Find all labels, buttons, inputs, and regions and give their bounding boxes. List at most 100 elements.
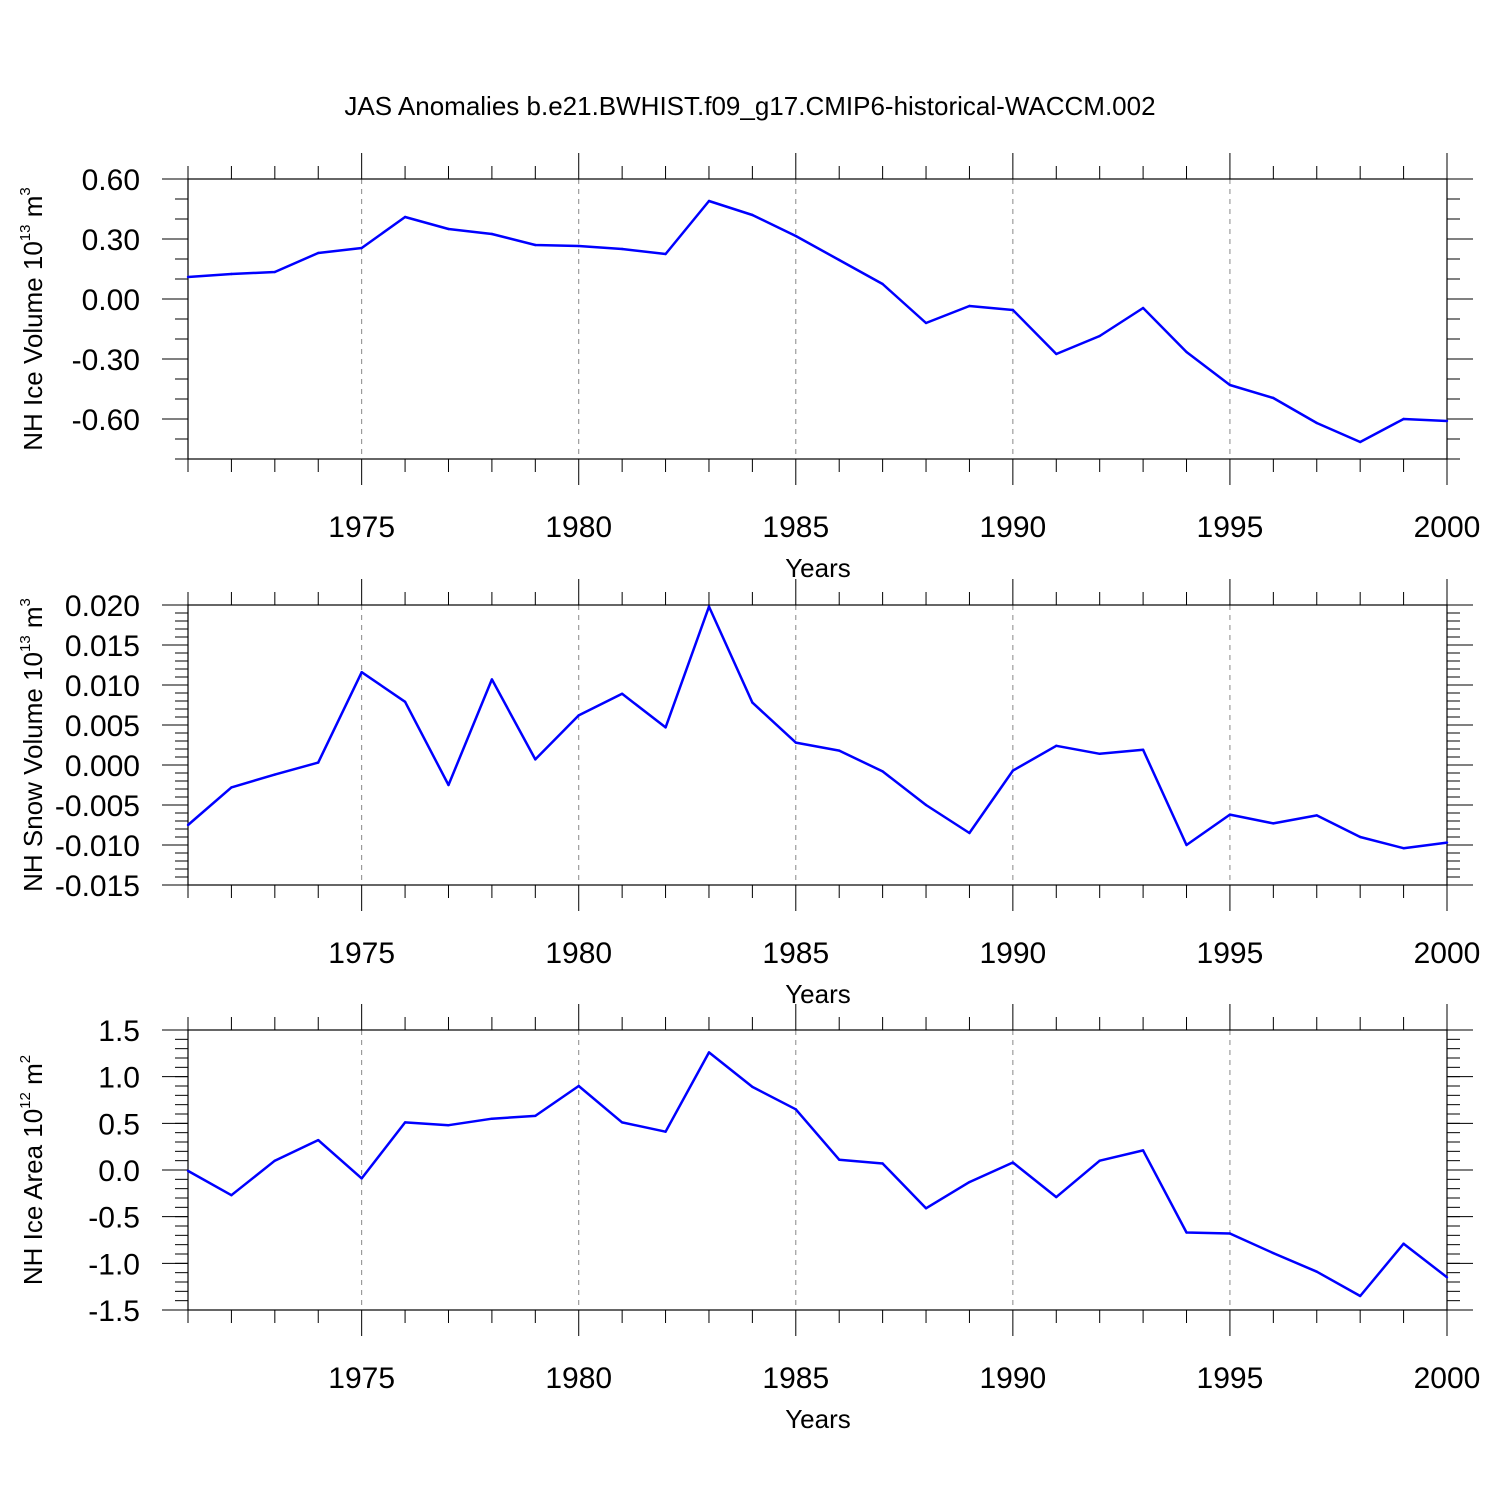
y-tick-label: -0.5 [88,1202,140,1235]
data-point [403,215,407,219]
data-point [838,1158,841,1161]
x-tick-label: 1995 [1197,511,1264,544]
data-point [1011,769,1015,772]
data-point [1315,814,1318,817]
data-point [186,275,190,279]
y-axis-label: NH Ice Volume 1013 m3 [17,187,48,450]
data-point [273,773,277,776]
data-point [968,304,971,308]
data-point [620,247,624,251]
data-point [794,1108,797,1111]
y-tick-label: -0.005 [55,790,140,823]
data-point [577,714,580,717]
y-tick-label: 0.015 [65,630,140,663]
data-point [1055,1195,1058,1199]
data-point [1358,440,1362,444]
x-axis-label: Years [785,1404,851,1434]
panel-1: 0.60 0.30 0.00 -0.30 -0.60 1975 1980 1985 1990 19… [17,153,1480,583]
data-point [794,741,797,744]
x-tick-label: 1995 [1197,937,1264,970]
y-tick-label: 0.30 [82,224,140,257]
x-tick-label: 2000 [1414,1362,1481,1395]
data-point [1272,1251,1275,1255]
x-tick-label: 2000 [1414,511,1481,544]
data-point [273,1159,277,1162]
data-point [968,1180,971,1184]
y-tick-label: 0.000 [65,750,140,783]
data-point [1445,1276,1449,1279]
data-point [317,251,320,255]
data-point [838,749,841,752]
y-tick-label: -1.5 [88,1295,140,1328]
data-point [1185,843,1188,847]
y-tick-label: 1.5 [98,1015,140,1048]
data-point [317,761,320,764]
data-point [707,605,711,608]
data-point [447,227,450,231]
data-point [1445,841,1449,844]
data-point [794,234,797,238]
data-point [1185,350,1188,354]
data-point [1228,383,1232,387]
data-point [664,1130,667,1133]
data-point [620,1121,624,1124]
data-point [664,726,667,729]
data-point [360,671,363,674]
y-tick-label: -0.015 [55,870,140,903]
x-tick-label: 1985 [762,937,829,970]
data-point [1011,308,1015,312]
data-point [924,1207,928,1210]
data-point [1402,1242,1405,1245]
x-tick-label: 1985 [762,511,829,544]
x-axis-label: Years [785,553,851,583]
data-point [664,252,667,256]
data-point [186,1169,190,1173]
data-point [707,1051,711,1054]
data-point [447,1124,450,1127]
panels-group: 0.60 0.30 0.00 -0.30 -0.60 1975 1980 1985 1990 19… [17,153,1480,1434]
x-tick-label: 1985 [762,1362,829,1395]
data-point [838,258,841,262]
data-point [1011,1161,1015,1164]
data-point [1141,306,1145,310]
data-point [273,270,277,274]
data-point [490,1117,494,1120]
data-point [1445,419,1449,423]
data-point [968,831,971,835]
data-point [577,244,580,248]
data-point [360,246,363,250]
data-point [534,243,537,247]
data-point [1315,421,1318,425]
panel-2: 0.020 0.015 0.010 0.005 0.000 -0.005 -0.010 -0.… [17,579,1480,1009]
y-tick-label: 0.0 [98,1155,140,1188]
data-point [881,1162,884,1165]
y-tick-label: 0.020 [65,590,140,623]
y-axis-label: NH Snow Volume 1013 m3 [17,598,48,892]
data-point [360,1177,363,1180]
y-tick-label: 0.005 [65,710,140,743]
x-tick-label: 1975 [328,937,395,970]
data-series-line [187,199,1448,444]
data-point [230,786,233,789]
data-point [230,1194,233,1197]
data-point [1141,748,1145,751]
data-series-line [187,1051,1448,1298]
x-tick-label: 1990 [979,937,1046,970]
data-point [1228,813,1232,816]
data-point [447,783,450,787]
x-tick-label: 1995 [1197,1362,1264,1395]
y-tick-label: 0.010 [65,670,140,703]
x-tick-label: 1980 [545,511,612,544]
panel-3: 1.5 1.0 0.5 0.0 -0.5 -1.0 -1.5 1975 1980 1985 1990… [17,1004,1480,1434]
data-point [1272,396,1275,400]
data-point [1228,1232,1232,1235]
data-point [1055,744,1058,747]
data-point [1272,822,1275,825]
data-point [751,1085,754,1089]
data-point [230,272,233,276]
data-point [751,213,754,217]
x-tick-label: 1990 [979,511,1046,544]
data-point [881,282,884,286]
